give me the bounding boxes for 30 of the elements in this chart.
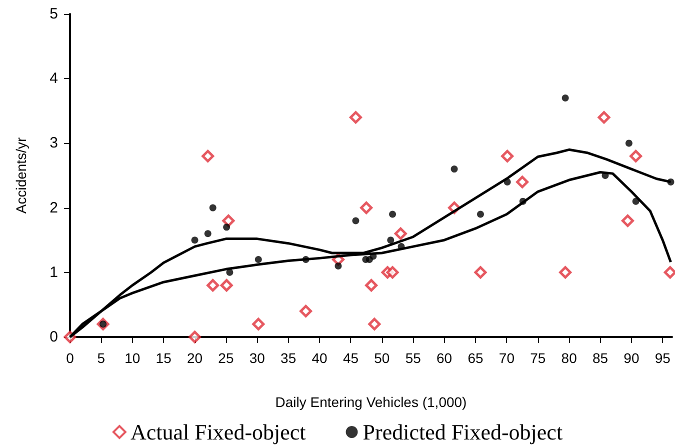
x-tick-label: 95	[654, 350, 671, 366]
y-tick-label: 2	[50, 199, 58, 216]
legend-label: Predicted Fixed-object	[362, 420, 563, 444]
x-tick-label: 30	[249, 350, 266, 366]
x-tick-label: 25	[218, 350, 234, 366]
y-tick-label: 3	[50, 134, 58, 152]
x-tick-label: 75	[530, 350, 546, 366]
x-tick-label: 0	[66, 350, 74, 366]
x-tick-label: 55	[405, 350, 422, 366]
x-tick-label: 45	[342, 350, 359, 366]
x-tick-label: 90	[624, 350, 640, 366]
x-tick-label: 15	[156, 350, 172, 366]
x-tick-label: 85	[592, 350, 608, 366]
x-axis-title: Daily Entering Vehicles (1,000)	[275, 394, 467, 410]
y-tick-label: 5	[50, 6, 58, 22]
x-tick-label: 10	[124, 350, 140, 366]
x-tick-label: 65	[468, 350, 484, 366]
x-tick-label: 5	[97, 350, 106, 366]
y-tick-label: 0	[50, 328, 58, 346]
x-tick-label: 70	[498, 350, 515, 366]
y-axis-title: Accidents/yr	[13, 137, 29, 214]
y-tick-label: 1	[50, 264, 58, 281]
x-tick-label: 35	[280, 350, 296, 366]
x-tick-label: 50	[374, 350, 390, 366]
x-tick-label: 40	[312, 350, 328, 366]
y-tick-label: 4	[50, 70, 58, 88]
x-tick-label: 80	[561, 350, 578, 366]
x-tick-label: 60	[436, 350, 452, 366]
legend-label: Actual Fixed-object	[130, 420, 306, 444]
x-tick-label: 20	[186, 350, 203, 366]
